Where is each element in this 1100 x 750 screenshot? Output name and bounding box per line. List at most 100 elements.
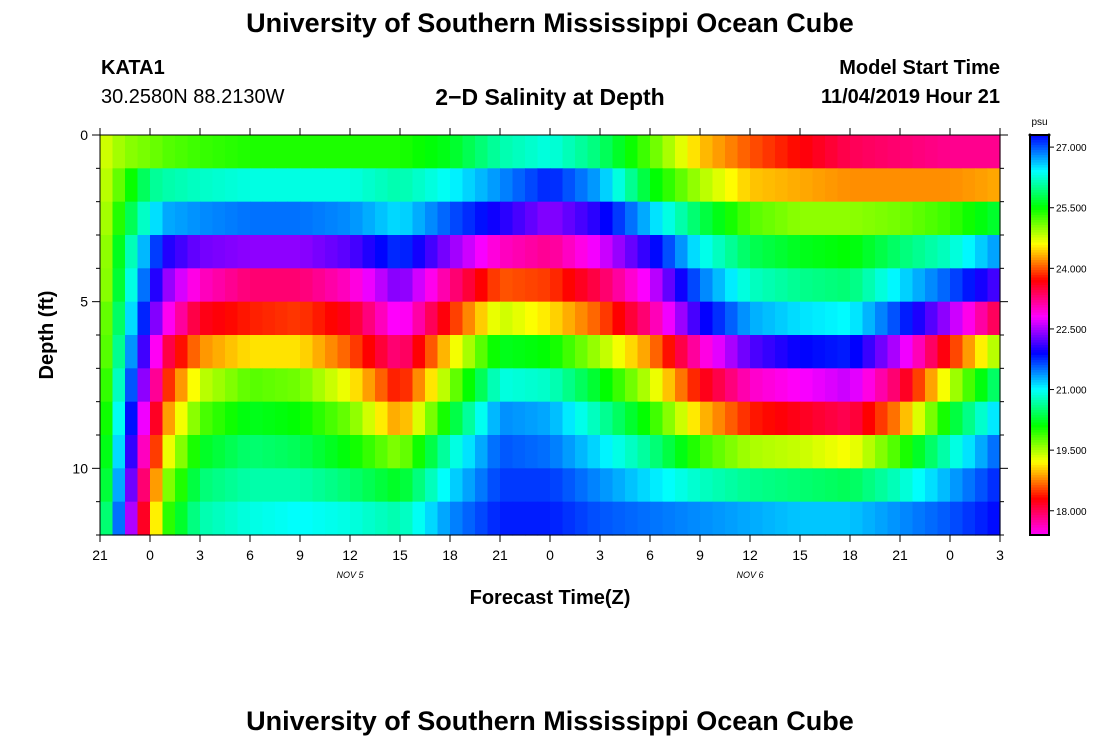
heatmap-cell [262,501,276,536]
heatmap-cell [350,501,364,536]
footer-title: University of Southern Mississippi Ocean… [246,706,854,736]
heatmap-cell [987,235,1001,269]
heatmap-cell [637,435,651,469]
heatmap-cell [687,201,701,236]
heatmap-cell [537,301,551,336]
colorbar-segment [1030,502,1049,506]
heatmap-cell [600,435,614,469]
heatmap-cell [462,468,476,503]
colorbar-segment [1030,452,1049,456]
heatmap-cell [425,201,439,236]
heatmap-cell [812,168,826,203]
heatmap-cell [337,301,351,336]
heatmap-cell [200,201,214,236]
colorbar-frame [1029,134,1050,536]
heatmap-cell [937,468,951,503]
heatmap-cell [862,335,876,369]
heatmap-cell [487,335,501,369]
heatmap-cell [787,235,801,269]
heatmap-cell [762,235,776,269]
heatmap-cell [225,335,239,369]
colorbar-tick-label: 18.000 [1056,507,1087,518]
heatmap-cell [800,268,814,303]
heatmap-cell [575,135,589,169]
heatmap-cell [562,301,576,336]
heatmap-cell [962,301,976,336]
heatmap-cell [525,401,539,436]
heatmap-cell [675,201,689,236]
heatmap-cell [762,201,776,236]
heatmap-cell [787,168,801,203]
heatmap-cell [850,201,864,236]
colorbar-segment [1030,450,1049,454]
heatmap-cell [312,201,326,236]
heatmap-cell [500,401,514,436]
heatmap-cell [712,435,726,469]
heatmap-cell [525,268,539,303]
colorbar-segment [1030,467,1049,471]
heatmap-cell [450,468,464,503]
model-start-time: 11/04/2019 Hour 21 [820,86,1000,108]
heatmap-cell [550,401,564,436]
heatmap-cell [362,201,376,236]
colorbar-segment [1030,360,1049,364]
colorbar-segment [1030,175,1049,179]
colorbar-segment [1030,270,1049,274]
colorbar-segment [1030,140,1049,144]
heatmap-cell [400,201,414,236]
heatmap-cell [625,301,639,336]
heatmap-cell [512,268,526,303]
heatmap-cell [275,268,289,303]
heatmap-cell [800,401,814,436]
heatmap-cell [325,468,339,503]
heatmap-cell [650,401,664,436]
heatmap-cell [575,368,589,403]
heatmap-cell [950,168,964,203]
heatmap-cell [875,368,889,403]
heatmap-cell [212,268,226,303]
colorbar-segment [1030,305,1049,309]
colorbar-segment [1030,525,1049,529]
heatmap-cell [800,468,814,503]
heatmap-cell [950,335,964,369]
heatmap-cell [250,235,264,269]
heatmap-cell [187,468,201,503]
heatmap-cell [262,235,276,269]
heatmap-cell [400,335,414,369]
heatmap-cell [950,301,964,336]
colorbar-segment [1030,490,1049,494]
heatmap-cell [612,435,626,469]
heatmap-cell [200,335,214,369]
heatmap-cell [900,501,914,536]
heatmap-cell [550,301,564,336]
colorbar-segment [1030,220,1049,224]
colorbar-corner-dot [1047,133,1051,137]
heatmap-cell [825,335,839,369]
colorbar-segment [1030,297,1049,301]
heatmap-cell [112,201,126,236]
heatmap-cell [850,235,864,269]
heatmap-cell [962,335,976,369]
heatmap-cell [837,301,851,336]
heatmap-cell [712,368,726,403]
heatmap-cell [912,468,926,503]
heatmap-cell [225,201,239,236]
heatmap-cell [175,301,189,336]
heatmap-cell [775,201,789,236]
heatmap-cell [775,401,789,436]
heatmap-cell [850,468,864,503]
heatmap-cell [600,135,614,169]
heatmap-cell [287,435,301,469]
heatmap-cell [387,401,401,436]
heatmap-cell [487,435,501,469]
heatmap-cell [750,368,764,403]
heatmap-cell [712,335,726,369]
heatmap-cell [212,168,226,203]
colorbar-segment [1030,262,1049,266]
heatmap-cell [100,335,114,369]
heatmap-cell [462,135,476,169]
heatmap-cell [475,201,489,236]
heatmap-cell [787,401,801,436]
colorbar-segment [1030,437,1049,441]
heatmap-cell [850,301,864,336]
